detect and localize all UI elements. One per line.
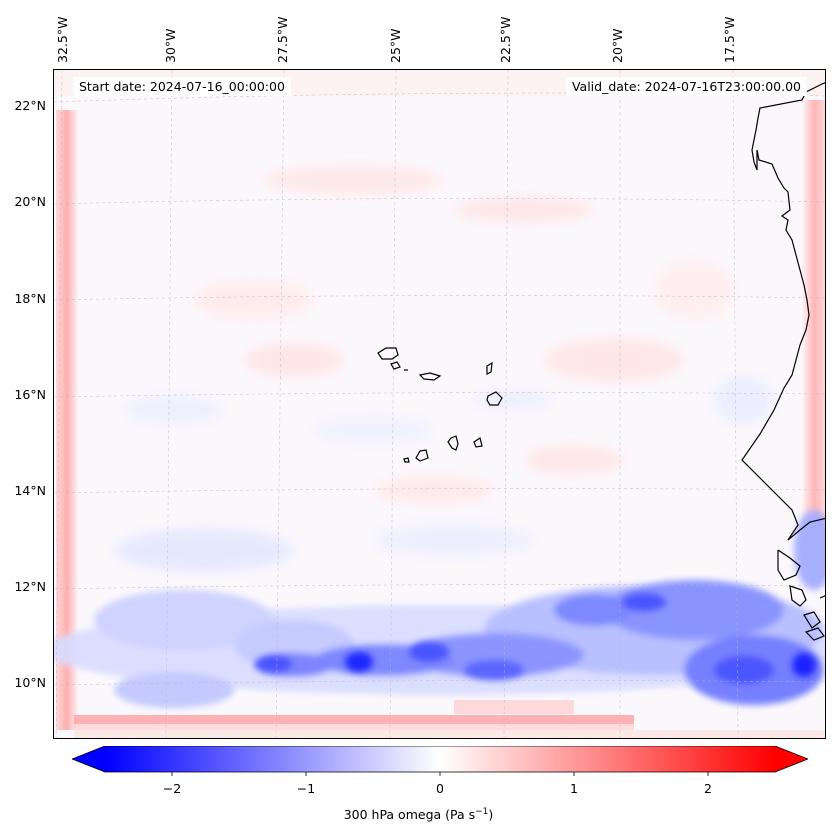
lon-label-20w: 20°W — [610, 28, 625, 63]
colorbar-title-exponent: −1 — [475, 807, 489, 817]
lon-label-25w: 25°W — [388, 28, 403, 63]
colorbar-body — [105, 746, 775, 772]
lon-label-32-5w: 32.5°W — [55, 16, 70, 63]
lat-label-12n: 12°N — [14, 579, 46, 594]
lat-label-22n: 22°N — [14, 98, 46, 113]
strong-ascent-cores — [256, 593, 816, 684]
lat-label-10n: 10°N — [14, 675, 46, 690]
negative-omega-band — [54, 510, 825, 708]
colorbar — [72, 746, 808, 776]
lat-label-18n: 18°N — [14, 291, 46, 306]
map-panel: Start date: 2024-07-16_00:00:00 Valid_da… — [53, 69, 826, 739]
colorbar-title: 300 hPa omega (Pa s−1) — [0, 807, 837, 822]
valid-date-label: Valid_date: 2024-07-16T23:00:00.00 — [565, 77, 807, 96]
coastline — [741, 82, 825, 641]
weak-anomalies — [114, 166, 774, 572]
lon-label-27-5w: 27.5°W — [275, 16, 290, 63]
start-date-label: Start date: 2024-07-16_00:00:00 — [73, 77, 291, 96]
colorbar-title-text: 300 hPa omega (Pa s — [343, 807, 476, 823]
lon-label-22-5w: 22.5°W — [498, 16, 513, 63]
colorbar-tick-minus2: −2 — [162, 781, 182, 796]
colorbar-tick-minus1: −1 — [296, 781, 316, 796]
lon-label-17-5w: 17.5°W — [722, 16, 737, 63]
lon-label-30w: 30°W — [163, 28, 178, 63]
lat-label-20n: 20°N — [14, 194, 46, 209]
colorbar-tick-1: 1 — [570, 781, 578, 796]
graticule — [54, 70, 825, 738]
colorbar-extend-min — [72, 746, 105, 772]
colorbar-tick-0: 0 — [436, 781, 444, 796]
colorbar-ticks — [171, 772, 709, 776]
colorbar-tick-2: 2 — [704, 781, 712, 796]
omega-field-map — [54, 70, 825, 738]
lat-label-14n: 14°N — [14, 483, 46, 498]
colorbar-extend-max — [775, 746, 808, 772]
lat-label-16n: 16°N — [14, 387, 46, 402]
colorbar-title-end: ) — [488, 807, 494, 823]
cape-verde-islands — [377, 347, 503, 463]
